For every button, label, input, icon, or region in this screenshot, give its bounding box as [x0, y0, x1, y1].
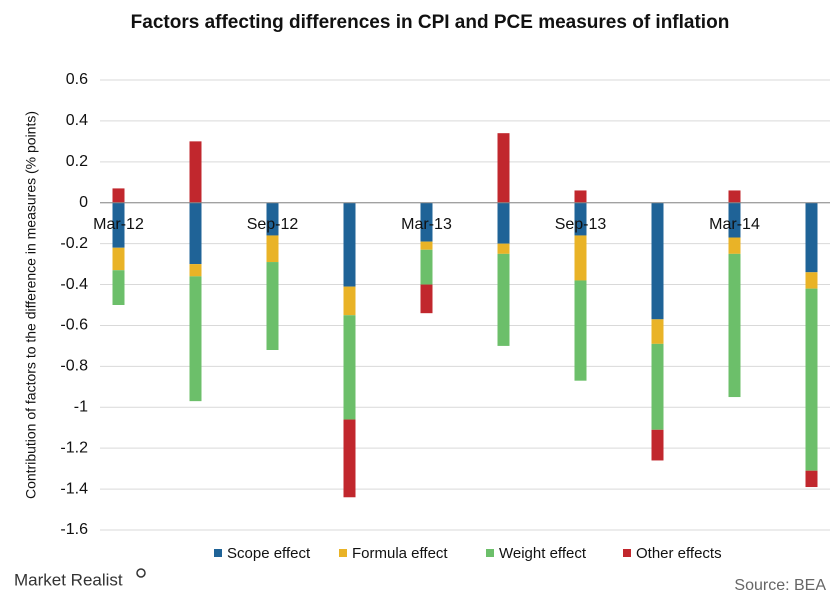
- y-tick-label: -0.6: [60, 317, 88, 334]
- x-tick-label: Sep-12: [247, 216, 299, 233]
- bar-segment: [651, 343, 664, 430]
- bar-segment: [497, 253, 510, 346]
- bar-segment: [420, 249, 433, 285]
- bar-segment: [112, 202, 125, 248]
- bar-segment: [420, 284, 433, 314]
- bar-segment: [266, 235, 279, 263]
- x-tick-label: Mar-14: [709, 216, 760, 233]
- chart-title: Factors affecting differences in CPI and…: [130, 12, 730, 33]
- bar-segment: [728, 237, 741, 254]
- bar-segment: [574, 190, 587, 203]
- bar-segment: [343, 419, 356, 498]
- bar-segment: [189, 202, 202, 265]
- bar-segment: [343, 315, 356, 420]
- bar-segment: [189, 141, 202, 203]
- legend-swatch: [486, 549, 494, 557]
- bar-segment: [343, 286, 356, 316]
- x-tick-label: Mar-13: [401, 216, 452, 233]
- y-tick-label: 0.4: [66, 112, 88, 129]
- y-axis-label: Contribution of factors to the differenc…: [23, 111, 39, 499]
- x-tick-label: Sep-13: [555, 216, 607, 233]
- bar-segment: [266, 262, 279, 350]
- bar-segment: [497, 133, 510, 203]
- y-tick-label: -1.6: [60, 521, 88, 538]
- bar-segment: [497, 243, 510, 254]
- bar-segment: [651, 202, 664, 320]
- bar-segment: [651, 319, 664, 344]
- bar-segment: [420, 202, 433, 242]
- y-tick-label: 0.6: [66, 71, 88, 88]
- brand: Market Realist: [14, 570, 123, 589]
- source: Source: BEA: [734, 577, 826, 594]
- bar-segment: [805, 470, 818, 488]
- bar-segment: [112, 188, 125, 203]
- legend-swatch: [339, 549, 347, 557]
- bar-segment: [574, 202, 587, 236]
- bar-segment: [805, 288, 818, 471]
- bar-segment: [651, 429, 664, 461]
- bar-segment: [574, 235, 587, 281]
- y-tick-label: 0.2: [66, 153, 88, 170]
- bar-segment: [728, 202, 741, 238]
- legend-swatch: [214, 549, 222, 557]
- y-tick-label: -1.2: [60, 439, 88, 456]
- legend-label: Weight effect: [499, 545, 587, 562]
- bar-segment: [574, 280, 587, 381]
- bar-segment: [420, 241, 433, 250]
- bar-segment: [189, 276, 202, 402]
- x-tick-label: Mar-12: [93, 216, 144, 233]
- bar-segment: [497, 202, 510, 244]
- bar-segment: [112, 247, 125, 271]
- legend-swatch: [623, 549, 631, 557]
- bar-segment: [112, 270, 125, 305]
- y-tick-label: 0: [79, 194, 88, 211]
- y-tick-label: -1: [74, 398, 88, 415]
- bar-segment: [343, 202, 356, 287]
- y-tick-label: -0.8: [60, 358, 88, 375]
- bar-segment: [189, 264, 202, 277]
- y-tick-label: -0.2: [60, 235, 88, 252]
- legend-label: Formula effect: [352, 545, 448, 562]
- legend-label: Scope effect: [227, 545, 311, 562]
- bar-segment: [728, 253, 741, 398]
- y-tick-label: -0.4: [60, 276, 88, 293]
- brand-icon: [136, 568, 146, 578]
- y-tick-label: -1.4: [60, 480, 88, 497]
- bar-segment: [266, 202, 279, 236]
- bar-segment: [805, 272, 818, 289]
- bar-segment: [728, 190, 741, 203]
- bar-segment: [805, 202, 818, 273]
- legend-label: Other effects: [636, 545, 722, 562]
